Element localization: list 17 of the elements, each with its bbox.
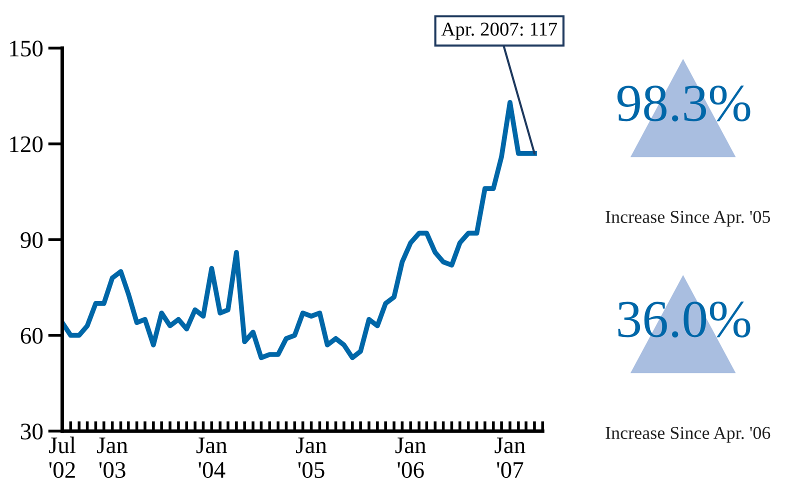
annotation: Apr. 2007: 117 xyxy=(441,22,558,40)
y-tick-label: 120 xyxy=(10,136,43,152)
y-tick-label: 90 xyxy=(20,232,43,248)
x-tick-label: Jan '05 xyxy=(296,438,327,478)
text: 36.0% xyxy=(618,302,750,338)
x-tick-label: Jan '03 xyxy=(97,438,128,478)
text: Increase Since Apr. '05 xyxy=(606,210,770,227)
y-tick-label: 60 xyxy=(20,328,43,344)
text: 98.3% xyxy=(617,86,750,122)
text: Increase Since Apr. '06 xyxy=(606,426,770,443)
x-tick-label: Jan '04 xyxy=(196,438,228,478)
y-tick-label: 150 xyxy=(10,40,43,57)
line-series xyxy=(62,100,537,360)
x-tick-label: Jul '02 xyxy=(48,436,76,478)
x-tick-label: Jan '06 xyxy=(395,438,426,478)
y-tick-label: 30 xyxy=(21,424,43,440)
x-tick-label: Jan '07 xyxy=(494,438,526,478)
